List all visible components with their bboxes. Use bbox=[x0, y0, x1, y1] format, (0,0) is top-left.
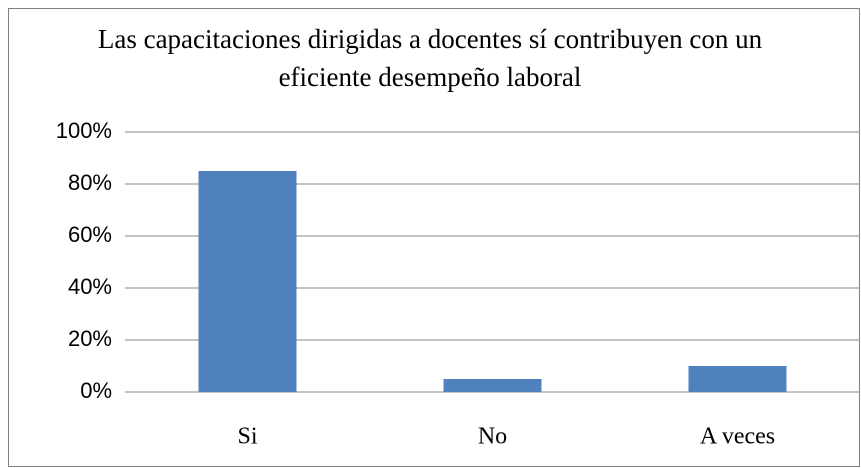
x-tick-label: No bbox=[478, 424, 507, 450]
y-tick-label: 40% bbox=[68, 274, 112, 299]
x-tick-label: Si bbox=[237, 424, 257, 450]
y-tick-label: 80% bbox=[68, 170, 112, 195]
chart-title: Las capacitaciones dirigidas a docentes … bbox=[97, 24, 763, 92]
y-tick-label: 100% bbox=[56, 118, 112, 143]
bar bbox=[688, 366, 787, 392]
bar bbox=[198, 171, 297, 392]
bar bbox=[443, 379, 542, 392]
y-tick-label: 60% bbox=[68, 222, 112, 247]
y-tick-label: 20% bbox=[68, 326, 112, 351]
y-tick-label: 0% bbox=[80, 378, 112, 403]
x-tick-label: A veces bbox=[700, 424, 775, 450]
